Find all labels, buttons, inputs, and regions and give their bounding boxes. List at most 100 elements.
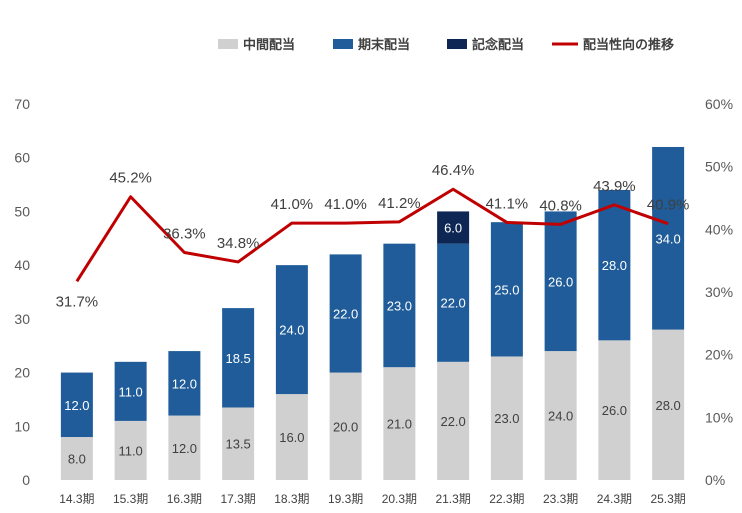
bar-value-label: 26.0 bbox=[548, 274, 573, 289]
bar-segment-interim bbox=[437, 361, 470, 480]
bar-segment-year-end bbox=[114, 361, 147, 421]
category-label: 21.3期 bbox=[435, 492, 470, 506]
legend-label-year-end: 期末配当 bbox=[358, 37, 410, 52]
payout-ratio-label: 43.9% bbox=[593, 178, 636, 195]
bar-segment-year-end bbox=[329, 254, 362, 373]
bar-value-label: 28.0 bbox=[655, 398, 680, 413]
right-tick-label: 30% bbox=[705, 284, 733, 300]
left-tick-label: 60 bbox=[14, 150, 30, 166]
bars: 8.0 12.0 11.0 11.0 12.0 12.0 13.5 18.5 16.0 24.0 2… bbox=[60, 146, 685, 480]
bar-segment-interim bbox=[114, 420, 147, 480]
right-tick-label: 10% bbox=[705, 409, 733, 425]
category-axis: 14.3期 15.3期 16.3期 17.3期 18.3期 19.3期 20.3期 21.3期… bbox=[59, 492, 686, 506]
payout-ratio-label: 31.7% bbox=[56, 293, 99, 310]
left-axis: 0 10 20 30 40 50 60 70 bbox=[14, 96, 30, 488]
category-label: 17.3期 bbox=[220, 492, 255, 506]
right-tick-label: 0% bbox=[705, 472, 725, 488]
bar-value-label: 11.0 bbox=[118, 443, 142, 458]
bar-segment-year-end bbox=[383, 243, 416, 368]
payout-ratio-label: 41.0% bbox=[324, 196, 367, 213]
bar-value-label: 21.0 bbox=[387, 417, 412, 432]
payout-ratio-label: 45.2% bbox=[109, 170, 152, 187]
legend-swatch-year-end bbox=[333, 39, 353, 49]
bar-segment-year-end bbox=[275, 265, 308, 395]
payout-ratio-label: 41.2% bbox=[378, 195, 421, 212]
category-label: 14.3期 bbox=[59, 492, 94, 506]
right-tick-label: 50% bbox=[705, 159, 733, 175]
right-tick-label: 20% bbox=[705, 347, 733, 363]
legend-label-payout-ratio: 配当性向の推移 bbox=[583, 37, 674, 52]
bar-value-label: 12.0 bbox=[172, 441, 197, 456]
bar-segment-interim bbox=[60, 437, 93, 480]
payout-ratio-label: 41.1% bbox=[486, 195, 529, 212]
payout-ratio-label: 36.3% bbox=[163, 226, 206, 243]
category-label: 22.3期 bbox=[489, 492, 524, 506]
right-tick-label: 40% bbox=[705, 221, 733, 237]
category-label: 23.3期 bbox=[543, 492, 578, 506]
legend-swatch-commemorative bbox=[447, 39, 467, 49]
left-tick-label: 50 bbox=[14, 203, 30, 219]
category-label: 15.3期 bbox=[113, 492, 148, 506]
bar-segment-interim bbox=[544, 351, 577, 480]
left-tick-label: 10 bbox=[14, 418, 30, 434]
bar-value-label: 28.0 bbox=[602, 258, 627, 273]
bar-segment-year-end bbox=[652, 146, 685, 330]
bar-segment-year-end bbox=[222, 308, 255, 408]
bar-segment-interim bbox=[598, 340, 631, 480]
bar-value-label: 13.5 bbox=[225, 437, 250, 452]
category-label: 25.3期 bbox=[650, 492, 685, 506]
category-label: 20.3期 bbox=[382, 492, 417, 506]
legend-label-commemorative: 記念配当 bbox=[472, 37, 524, 52]
bar-value-label: 22.0 bbox=[333, 306, 358, 321]
bar-value-label: 26.0 bbox=[602, 403, 627, 418]
bar-segment-interim bbox=[383, 367, 416, 480]
bar-segment-year-end bbox=[60, 372, 93, 438]
bar-value-label: 23.0 bbox=[494, 411, 519, 426]
category-label: 16.3期 bbox=[167, 492, 202, 506]
bar-value-label: 18.5 bbox=[225, 351, 250, 366]
bar-segment-year-end bbox=[490, 222, 523, 357]
bar-segment-interim bbox=[652, 329, 685, 480]
bar-value-label: 12.0 bbox=[172, 376, 197, 391]
category-label: 24.3期 bbox=[597, 492, 632, 506]
payout-ratio-label: 40.8% bbox=[539, 197, 582, 214]
payout-ratio-label: 46.4% bbox=[432, 162, 475, 179]
bar-segment-year-end bbox=[437, 243, 470, 362]
payout-ratio-label: 41.0% bbox=[271, 196, 314, 213]
payout-ratio-label: 34.8% bbox=[217, 235, 260, 252]
bar-segment-interim bbox=[222, 407, 255, 480]
payout-ratio-polyline bbox=[75, 187, 669, 283]
bar-value-label: 25.0 bbox=[494, 282, 519, 297]
right-tick-label: 60% bbox=[705, 96, 733, 112]
left-tick-label: 0 bbox=[22, 472, 30, 488]
bar-value-label: 24.0 bbox=[279, 323, 304, 338]
payout-ratio-line: 31.7% 45.2% 36.3% 34.8% 41.0% 41.0% 41.2% 46.4%… bbox=[56, 162, 690, 310]
right-axis: 0% 10% 20% 30% 40% 50% 60% bbox=[705, 96, 733, 488]
category-label: 18.3期 bbox=[274, 492, 309, 506]
bar-value-label: 22.0 bbox=[440, 414, 465, 429]
bar-segment-interim bbox=[275, 394, 308, 480]
bar-value-label: 8.0 bbox=[68, 452, 86, 467]
legend-swatch-interim bbox=[218, 39, 238, 49]
category-label: 19.3期 bbox=[328, 492, 363, 506]
left-tick-label: 30 bbox=[14, 311, 30, 327]
bar-value-label: 12.0 bbox=[64, 398, 89, 413]
payout-ratio-label: 40.9% bbox=[647, 197, 690, 214]
bar-value-label: 23.0 bbox=[387, 298, 412, 313]
bar-segment-interim bbox=[490, 356, 523, 480]
bar-value-label: 6.0 bbox=[444, 221, 462, 236]
bar-value-label: 20.0 bbox=[333, 419, 358, 434]
bar-segment-year-end bbox=[544, 211, 577, 352]
bar-segment-interim bbox=[168, 415, 201, 480]
legend-label-interim: 中間配当 bbox=[243, 37, 295, 52]
left-tick-label: 20 bbox=[14, 365, 30, 381]
bar-segment-interim bbox=[329, 372, 362, 480]
legend: 中間配当 期末配当 記念配当 配当性向の推移 bbox=[218, 37, 674, 52]
bar-value-label: 22.0 bbox=[440, 296, 465, 311]
bar-segment-commemorative bbox=[437, 211, 470, 244]
left-tick-label: 70 bbox=[14, 96, 30, 112]
bar-value-label: 34.0 bbox=[655, 231, 680, 246]
left-tick-label: 40 bbox=[14, 257, 30, 273]
